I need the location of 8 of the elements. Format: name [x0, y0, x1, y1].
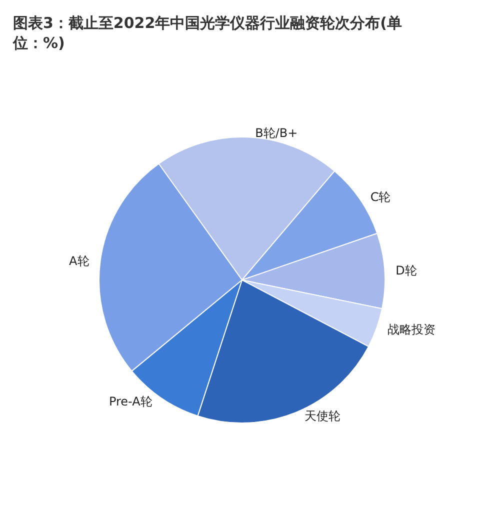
slice-label: 战略投资 [387, 322, 436, 336]
slice-label: D轮 [396, 263, 417, 278]
slice-label: C轮 [370, 190, 391, 204]
slice-label: 天使轮 [304, 409, 340, 424]
slice-label: A轮 [69, 254, 90, 268]
slice-label: Pre-A轮 [108, 394, 152, 408]
slice-label: B轮/B+ [255, 126, 298, 140]
chart-title: 图表3：截止至2022年中国光学仪器行业融资轮次分布(单位：%) [12, 14, 402, 52]
